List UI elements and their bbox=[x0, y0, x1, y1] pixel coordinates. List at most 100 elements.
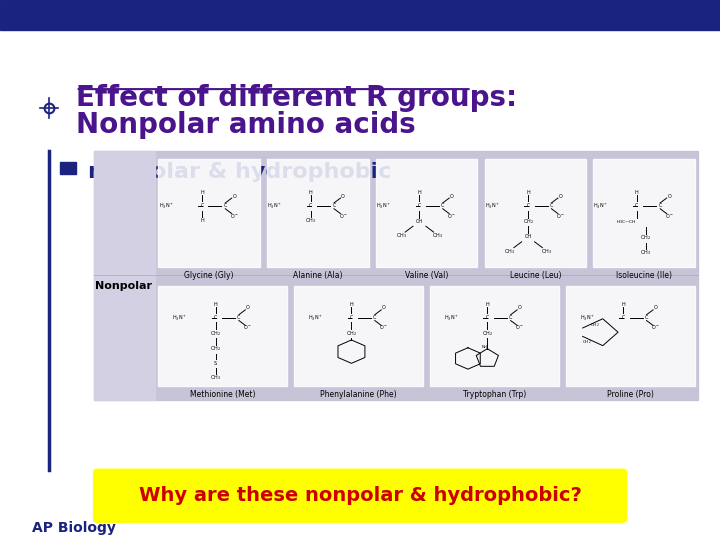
Text: C: C bbox=[237, 315, 240, 320]
Text: H: H bbox=[309, 190, 312, 195]
Text: C: C bbox=[441, 204, 444, 208]
Bar bbox=[376, 159, 477, 267]
Text: O$^-$: O$^-$ bbox=[651, 323, 660, 332]
Text: nonpolar & hydrophobic: nonpolar & hydrophobic bbox=[88, 162, 392, 182]
Text: C: C bbox=[486, 315, 489, 320]
Text: Glycine (Gly): Glycine (Gly) bbox=[184, 271, 234, 280]
Text: CH: CH bbox=[416, 219, 423, 224]
Text: H$_3$N$^+$: H$_3$N$^+$ bbox=[376, 201, 391, 211]
Text: Valine (Val): Valine (Val) bbox=[405, 271, 449, 280]
Text: CH$_3$: CH$_3$ bbox=[541, 247, 552, 256]
Text: Tryptophan (Trp): Tryptophan (Trp) bbox=[463, 390, 526, 399]
Bar bbox=[566, 286, 695, 386]
Text: O$^-$: O$^-$ bbox=[379, 323, 388, 332]
Text: C: C bbox=[373, 315, 377, 320]
Text: CH$_3$: CH$_3$ bbox=[210, 374, 221, 382]
Text: H$_3$N$^+$: H$_3$N$^+$ bbox=[172, 313, 187, 322]
Text: C: C bbox=[645, 315, 648, 320]
Text: C: C bbox=[635, 204, 639, 208]
Text: H: H bbox=[526, 190, 530, 195]
Text: Alanine (Ala): Alanine (Ala) bbox=[293, 271, 343, 280]
Text: H$_3$N$^+$: H$_3$N$^+$ bbox=[444, 313, 459, 322]
Text: O: O bbox=[450, 194, 454, 199]
Text: C: C bbox=[214, 315, 217, 320]
Text: C: C bbox=[418, 204, 421, 208]
Bar bbox=[294, 286, 423, 386]
Text: H: H bbox=[350, 301, 354, 307]
Text: CH$_3$: CH$_3$ bbox=[640, 248, 652, 257]
Text: H: H bbox=[214, 301, 217, 307]
Text: O$^-$: O$^-$ bbox=[338, 212, 348, 220]
Text: O$^-$: O$^-$ bbox=[447, 212, 456, 220]
Text: H$_3$N$^+$: H$_3$N$^+$ bbox=[267, 201, 282, 211]
Text: CH$_3$: CH$_3$ bbox=[396, 232, 407, 240]
Text: NH: NH bbox=[482, 345, 487, 349]
Text: CH: CH bbox=[525, 234, 531, 239]
Text: Nonpolar: Nonpolar bbox=[95, 281, 153, 291]
FancyBboxPatch shape bbox=[94, 469, 626, 522]
Bar bbox=[0, 0, 720, 30]
Bar bbox=[485, 159, 586, 267]
Bar bbox=[593, 159, 695, 267]
Text: O: O bbox=[233, 194, 236, 199]
Bar bbox=[431, 286, 559, 386]
Text: O: O bbox=[382, 306, 386, 310]
Text: Leucine (Leu): Leucine (Leu) bbox=[510, 271, 561, 280]
Text: H$_3$N$^+$: H$_3$N$^+$ bbox=[308, 313, 323, 322]
Text: H$_3$C—CH: H$_3$C—CH bbox=[616, 219, 636, 226]
Text: H$_3$N$^+$: H$_3$N$^+$ bbox=[158, 201, 174, 211]
Text: Isoleucine (Ile): Isoleucine (Ile) bbox=[616, 271, 672, 280]
Text: H: H bbox=[621, 301, 625, 307]
Text: H: H bbox=[418, 190, 421, 195]
Bar bbox=[158, 286, 287, 386]
Text: H$_3$N$^+$: H$_3$N$^+$ bbox=[593, 201, 608, 211]
Text: C: C bbox=[621, 315, 625, 320]
Text: O$^-$: O$^-$ bbox=[556, 212, 565, 220]
Text: CH$_2$: CH$_2$ bbox=[210, 329, 221, 338]
Text: CH$_3$: CH$_3$ bbox=[305, 216, 316, 225]
Text: H: H bbox=[635, 190, 639, 195]
Bar bbox=[267, 159, 369, 267]
Text: H: H bbox=[200, 190, 204, 195]
Text: H: H bbox=[485, 301, 489, 307]
Text: Nonpolar amino acids: Nonpolar amino acids bbox=[76, 111, 415, 139]
Text: AP Biology: AP Biology bbox=[32, 521, 116, 535]
Text: CH$_3$: CH$_3$ bbox=[505, 247, 516, 256]
Text: C: C bbox=[526, 204, 530, 208]
Text: C: C bbox=[333, 204, 336, 208]
Text: H: H bbox=[200, 218, 204, 223]
Bar bbox=[60, 162, 76, 174]
Text: CH$_2$: CH$_2$ bbox=[582, 338, 592, 346]
Text: O: O bbox=[246, 306, 250, 310]
Text: CH$_3$: CH$_3$ bbox=[432, 232, 443, 240]
Text: O$^-$: O$^-$ bbox=[516, 323, 524, 332]
Text: H$_3$N$^+$: H$_3$N$^+$ bbox=[485, 201, 500, 211]
Text: C: C bbox=[550, 204, 553, 208]
Text: Phenylalanine (Phe): Phenylalanine (Phe) bbox=[320, 390, 397, 399]
Text: C: C bbox=[509, 315, 513, 320]
Text: Proline (Pro): Proline (Pro) bbox=[607, 390, 654, 399]
Text: O$^-$: O$^-$ bbox=[243, 323, 253, 332]
Text: O: O bbox=[559, 194, 562, 199]
Text: S: S bbox=[214, 361, 217, 366]
Text: CH$_2$: CH$_2$ bbox=[641, 233, 652, 242]
Bar bbox=[158, 159, 260, 267]
Text: Methionine (Met): Methionine (Met) bbox=[190, 390, 256, 399]
Bar bbox=[94, 151, 155, 400]
Text: O: O bbox=[341, 194, 345, 199]
Text: H$_3$N$^+$: H$_3$N$^+$ bbox=[580, 313, 595, 322]
Text: O$^-$: O$^-$ bbox=[230, 212, 239, 220]
Bar bbox=[94, 151, 698, 400]
Text: C: C bbox=[224, 204, 227, 208]
Text: C: C bbox=[350, 315, 353, 320]
Text: CH$_2$: CH$_2$ bbox=[482, 329, 492, 338]
Text: CH$_2$: CH$_2$ bbox=[346, 329, 357, 338]
Text: O: O bbox=[667, 194, 671, 199]
Text: C: C bbox=[309, 204, 312, 208]
Text: CH$_2$: CH$_2$ bbox=[523, 217, 534, 226]
Text: O: O bbox=[518, 306, 521, 310]
Text: C: C bbox=[659, 204, 662, 208]
Text: Why are these nonpolar & hydrophobic?: Why are these nonpolar & hydrophobic? bbox=[138, 486, 582, 505]
Text: C: C bbox=[200, 204, 204, 208]
Text: CH$_2$: CH$_2$ bbox=[590, 322, 600, 329]
